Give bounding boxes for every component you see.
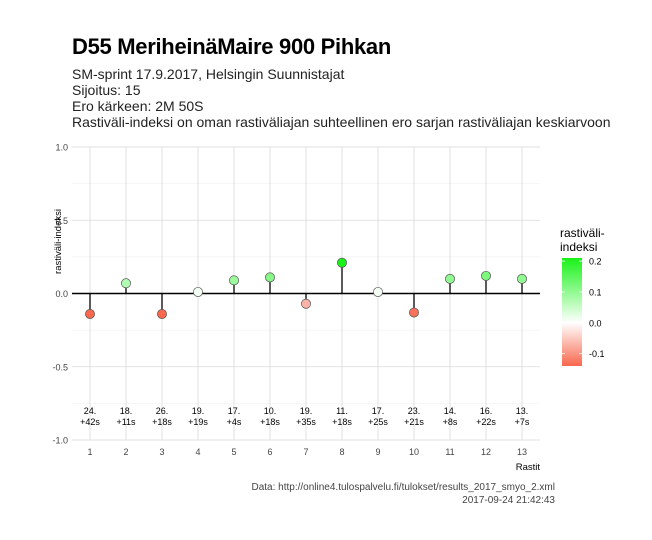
- split-time-label: +11s: [116, 417, 136, 427]
- x-tick-label: 5: [231, 447, 236, 457]
- legend-title-line2: indeksi: [560, 240, 597, 254]
- split-rank-label: 19.: [300, 406, 313, 416]
- split-rank-label: 17.: [228, 406, 241, 416]
- y-tick-label: -1.0: [52, 436, 68, 446]
- split-rank-label: 14.: [444, 406, 457, 416]
- split-time-label: +35s: [296, 417, 316, 427]
- y-tick-label: 0.5: [55, 216, 68, 226]
- legend-colorbar: [562, 258, 582, 366]
- x-tick-label: 3: [159, 447, 164, 457]
- x-tick-label: 4: [195, 447, 200, 457]
- split-time-label: +7s: [515, 417, 530, 427]
- x-tick-label: 2: [123, 447, 128, 457]
- legend-title-line1: rastiväli-: [560, 226, 605, 240]
- split-rank-label: 16.: [480, 406, 493, 416]
- y-axis-title: rastiväli-indeksi: [53, 209, 64, 274]
- lollipop-point: [229, 275, 239, 286]
- split-rank-label: 26.: [156, 406, 169, 416]
- split-rank-label: 17.: [372, 406, 385, 416]
- lollipop-point: [373, 287, 383, 297]
- y-tick-label: 0.0: [55, 289, 68, 299]
- y-tick-label: -0.5: [52, 362, 68, 372]
- split-rank-label: 23.: [408, 406, 421, 416]
- split-rank-label: 13.: [516, 406, 529, 416]
- lollipop-point: [265, 272, 275, 283]
- x-tick-label: 10: [409, 447, 419, 457]
- lollipop-point: [121, 278, 131, 289]
- split-rank-label: 18.: [120, 406, 133, 416]
- split-time-label: +18s: [332, 417, 352, 427]
- subtitle-event: SM-sprint 17.9.2017, Helsingin Suunnista…: [72, 66, 345, 82]
- plot-labels: -1.0-0.50.00.51.01 2 3 4 5 6 7 8 9 10 11 12 13rastiv…: [52, 143, 540, 474]
- lollipop-point: [301, 298, 311, 309]
- split-time-label: +18s: [152, 417, 172, 427]
- x-tick-label: 12: [481, 447, 491, 457]
- split-rank-label: 24.: [84, 406, 97, 416]
- x-tick-label: 7: [303, 447, 308, 457]
- split-rank-label: 11.: [336, 406, 348, 416]
- legend-tick-label: 0.0: [589, 318, 602, 328]
- lollipop-point: [85, 309, 95, 319]
- x-tick-label: 1: [87, 447, 92, 457]
- split-time-label: +18s: [260, 417, 280, 427]
- split-time-label: +21s: [404, 417, 424, 427]
- split-time-label: +22s: [476, 417, 496, 427]
- lollipop-point: [517, 273, 527, 284]
- plot-grid: [72, 146, 540, 441]
- legend-tick-label: 0.1: [589, 287, 602, 297]
- x-tick-label: 11: [445, 447, 454, 457]
- x-tick-label: 8: [339, 447, 344, 457]
- legend-tick-label: 0.2: [589, 257, 602, 267]
- lollipop-point: [481, 270, 491, 281]
- split-rank-label: 19.: [192, 406, 205, 416]
- x-tick-label: 9: [375, 447, 380, 457]
- x-axis-title: Rastit: [516, 462, 541, 473]
- subtitle-rank: Sijoitus: 15: [72, 82, 141, 98]
- lollipop-point: [409, 307, 419, 318]
- split-time-label: +8s: [443, 417, 458, 427]
- legend-tick-label: -0.1: [589, 349, 605, 359]
- x-tick-label: 13: [517, 447, 527, 457]
- split-time-label: +25s: [368, 417, 388, 427]
- split-time-label: +42s: [80, 417, 100, 427]
- data-source-caption: Data: http://online4.tulospalvelu.fi/tul…: [251, 482, 555, 493]
- lollipop-point: [157, 309, 167, 319]
- lollipop-point: [337, 257, 347, 268]
- plot-marks: [85, 257, 527, 319]
- split-time-label: +4s: [227, 417, 242, 427]
- timestamp-caption: 2017-09-24 21:42:43: [462, 495, 555, 506]
- lollipop-point: [445, 273, 455, 284]
- subtitle-gap: Ero kärkeen: 2M 50S: [72, 98, 204, 114]
- lollipop-point: [193, 287, 203, 297]
- y-tick-label: 1.0: [55, 143, 68, 153]
- chart-title: D55 MeriheinäMaire 900 Pihkan: [72, 34, 392, 59]
- split-time-label: +19s: [188, 417, 208, 427]
- subtitle-description: Rastiväli-indeksi on oman rastiväliajan …: [72, 114, 611, 130]
- color-legend: rastiväli-indeksi 0.2 0.1 0.0 -0.1: [560, 226, 605, 366]
- x-tick-label: 6: [267, 447, 272, 457]
- split-rank-label: 10.: [264, 406, 277, 416]
